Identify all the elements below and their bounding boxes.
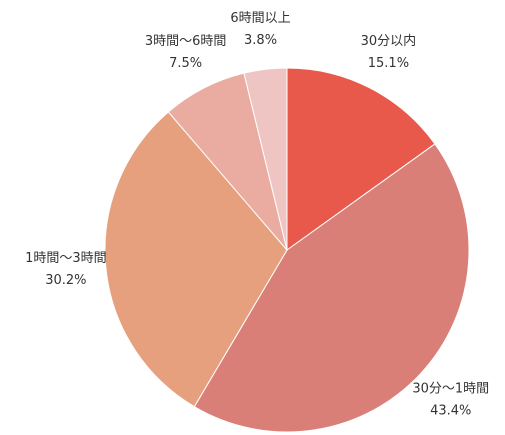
- slice-label: 1時間〜3時間: [25, 251, 107, 266]
- pie-slice: [243, 67, 288, 251]
- slice-value: 43.4%: [430, 403, 471, 418]
- slice-value: 7.5%: [169, 56, 202, 71]
- slice-label: 30分以内: [361, 33, 417, 49]
- slice-value: 15.1%: [368, 56, 409, 71]
- slice-label: 6時間以上: [230, 11, 290, 26]
- pie-slice: [104, 111, 288, 408]
- slice-label: 30分〜1時間: [412, 381, 489, 396]
- pie-slice: [193, 143, 470, 433]
- slice-value: 30.2%: [45, 273, 86, 288]
- pie-slice: [286, 67, 436, 251]
- slice-label: 3時間〜6時間: [145, 34, 227, 49]
- slice-value: 3.8%: [244, 33, 277, 48]
